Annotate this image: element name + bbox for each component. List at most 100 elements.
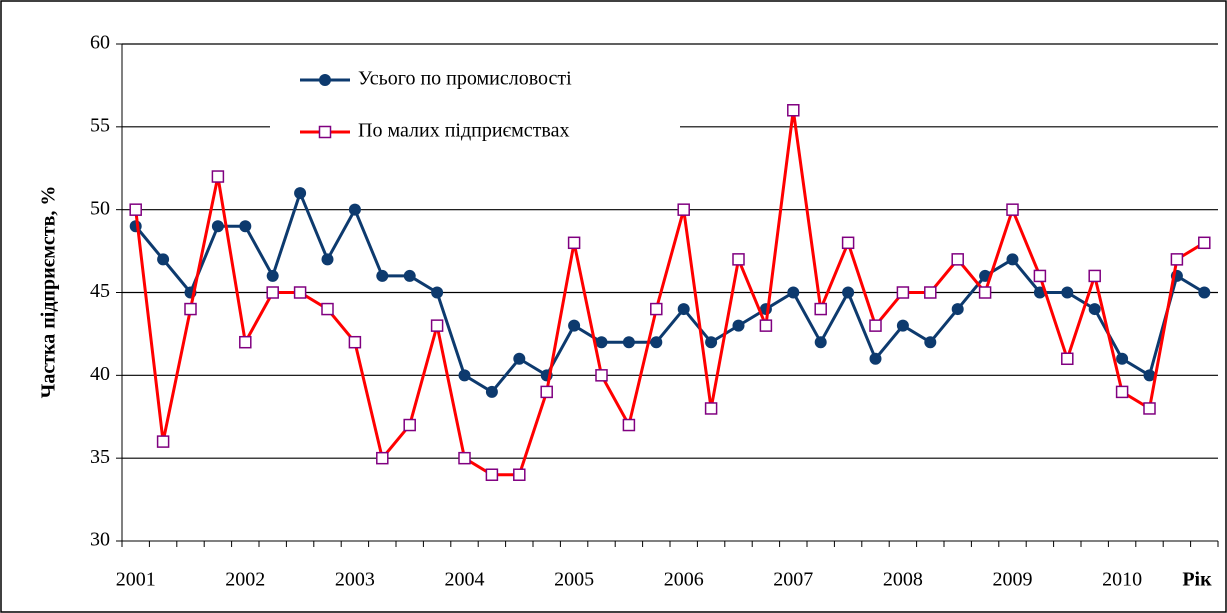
point [403,269,416,282]
point [293,286,307,299]
point [732,319,745,332]
point [1143,402,1156,415]
y-tick-label: 40 [90,363,110,385]
point [842,286,855,299]
point [1115,385,1129,399]
x-tick-label: 2007 [773,569,813,591]
x-tick-label: 2006 [664,569,704,591]
point [814,336,827,349]
x-tick-label: 2010 [1102,569,1142,591]
point [650,302,663,316]
point [348,203,361,216]
point [348,335,362,349]
point [211,220,224,233]
point [869,352,882,365]
point [896,286,910,299]
point [787,104,800,117]
point [239,335,252,349]
point [266,269,279,282]
y-tick-label: 35 [90,446,110,468]
point [458,451,471,465]
point [650,336,663,349]
point [430,319,444,332]
point [321,253,334,266]
point [239,220,252,233]
y-tick-label: 45 [90,280,110,302]
point [321,302,334,316]
point [1061,286,1074,299]
point [705,336,718,349]
point [814,302,827,316]
x-tick-label: 2008 [883,569,923,591]
legend [270,58,680,170]
point [376,451,389,465]
point [540,385,553,399]
point [787,286,800,299]
x-tick-label: 2004 [445,569,485,591]
y-axis-label: Частка підприємств, % [38,186,60,399]
point [485,468,499,481]
point [458,369,471,382]
point [1061,352,1074,366]
point [622,418,636,432]
point [184,302,197,316]
x-tick-label: 2002 [225,569,265,591]
point [1116,352,1129,365]
y-tick-label: 60 [90,32,110,54]
point [1198,236,1211,250]
series-line [134,110,1206,477]
point [1198,286,1211,299]
point [1006,253,1019,266]
legend-marker [318,125,332,139]
point [704,402,718,415]
point [978,286,992,299]
y-tick-label: 55 [90,114,110,136]
point [1143,369,1156,382]
point [896,319,909,332]
point [869,319,882,332]
point [513,352,526,365]
point [568,319,581,332]
point [1006,203,1019,216]
point [677,203,690,216]
point [924,336,937,349]
x-tick-label: 2001 [116,569,156,591]
point [513,468,526,481]
x-tick-label: 2005 [554,569,594,591]
point [294,187,307,200]
point [677,303,690,316]
point [732,253,745,266]
x-tick-label: 2009 [993,569,1033,591]
x-axis-label: Рік [1182,569,1212,591]
point [951,303,964,316]
point [157,253,170,266]
point [485,385,498,398]
point [156,435,170,448]
legend-marker [319,74,331,86]
point [1033,269,1047,283]
point [211,170,225,183]
point [622,336,635,349]
point [567,236,581,250]
point [595,369,608,382]
point [129,203,142,216]
point [595,336,608,349]
series-line [134,188,1206,394]
legend-label: По малих підприємствах [358,120,569,142]
point [403,418,416,432]
point [951,253,964,266]
point [1088,269,1101,283]
point [841,236,855,250]
point [759,319,773,332]
point [924,286,937,299]
y-tick-label: 30 [90,529,110,551]
point [376,269,389,282]
point [1170,253,1184,266]
point [1088,303,1101,316]
point [431,286,444,299]
legend-label: Усього по промисловості [358,68,572,90]
point [266,286,279,299]
y-tick-label: 50 [90,197,110,219]
x-tick-label: 2003 [335,569,375,591]
